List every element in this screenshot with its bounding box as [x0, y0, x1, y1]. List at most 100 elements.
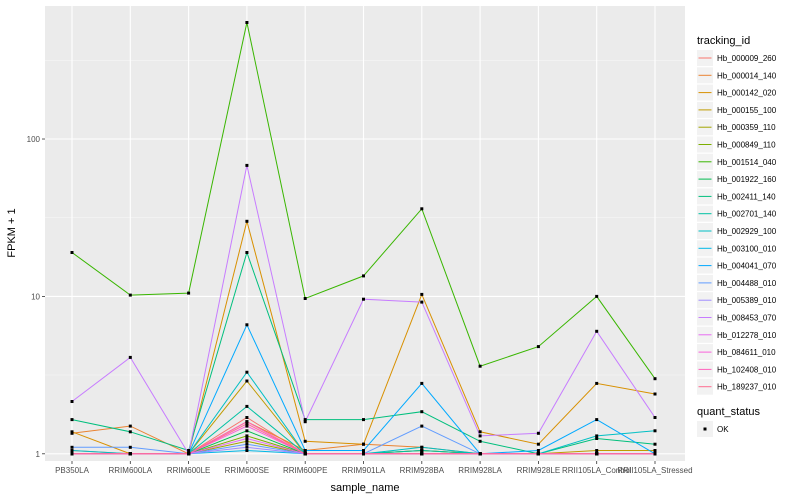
data-point-Hb_002411_140 [187, 449, 191, 452]
data-point-Hb_004041_070 [595, 418, 599, 422]
data-point-Hb_000155_100 [595, 449, 599, 452]
quant-status-marker [703, 427, 707, 431]
data-point-Hb_002411_140 [653, 442, 657, 446]
data-point-Hb_000142_020 [536, 442, 540, 446]
data-point-Hb_001514_040 [478, 364, 482, 368]
data-point-Hb_004041_070 [536, 449, 540, 452]
data-point-Hb_001514_040 [536, 345, 540, 349]
data-point-Hb_001514_040 [362, 274, 365, 278]
grid [45, 6, 685, 461]
data-point-Hb_002411_140 [128, 430, 132, 434]
data-point-Hb_000142_020 [478, 430, 482, 434]
x-tick-label: RRIM600LE [167, 466, 211, 475]
data-point-Hb_189237_010 [420, 452, 424, 456]
data-point-Hb_001514_040 [303, 297, 307, 300]
data-point-Hb_000849_110 [245, 434, 249, 438]
quant-status-label: OK [717, 425, 729, 434]
legend-label-Hb_003100_010: Hb_003100_010 [717, 244, 777, 253]
data-point-Hb_004041_070 [420, 381, 424, 385]
legend-title: tracking_id [697, 35, 750, 47]
data-point-Hb_002701_140 [245, 404, 249, 408]
data-point-Hb_002411_140 [478, 439, 482, 443]
data-point-Hb_008453_070 [536, 431, 540, 435]
data-point-Hb_004488_010 [245, 442, 249, 446]
data-point-Hb_189237_010 [362, 452, 365, 456]
data-point-Hb_000014_140 [128, 424, 132, 428]
legend: tracking_id Hb_000009_260Hb_000014_140Hb… [697, 35, 777, 437]
data-point-Hb_002701_140 [420, 449, 424, 452]
data-point-Hb_001514_040 [128, 293, 132, 297]
data-point-Hb_003100_010 [245, 449, 249, 452]
legend-label-Hb_001922_160: Hb_001922_160 [717, 175, 777, 184]
x-tick-label: RRIM928LE [517, 466, 561, 475]
y-axis: 1 10 100 [27, 135, 45, 459]
x-tick-label: RRIM600PE [283, 466, 327, 475]
data-point-Hb_008453_070 [245, 163, 249, 167]
data-point-Hb_000142_020 [420, 292, 424, 296]
x-tick-label: RRIM901LA [342, 466, 386, 475]
plot-panel [45, 6, 685, 461]
x-axis: PB350LA RRIM600LA RRIM600LE RRIM600SE RRIM60… [55, 461, 693, 475]
data-point-Hb_002929_100 [70, 449, 74, 452]
data-point-Hb_000142_020 [595, 381, 599, 385]
x-tick-label: RRII105LA_Control [562, 466, 632, 475]
legend-label-Hb_000009_260: Hb_000009_260 [717, 54, 777, 63]
data-point-Hb_004488_010 [128, 445, 132, 449]
data-point-Hb_005389_010 [245, 445, 249, 449]
data-point-Hb_002929_100 [420, 445, 424, 449]
data-point-Hb_000359_110 [245, 439, 249, 443]
data-point-Hb_000142_020 [362, 442, 365, 446]
legend-label-Hb_004041_070: Hb_004041_070 [717, 262, 777, 271]
data-point-Hb_002411_140 [420, 410, 424, 414]
data-point-Hb_001514_040 [420, 207, 424, 211]
data-point-Hb_008453_070 [128, 355, 132, 359]
data-point-Hb_189237_010 [536, 452, 540, 456]
data-point-Hb_001514_040 [595, 294, 599, 298]
legend-label-Hb_002411_140: Hb_002411_140 [717, 192, 776, 201]
x-axis-title: sample_name [330, 482, 399, 494]
data-point-Hb_004488_010 [420, 424, 424, 428]
data-point-Hb_002411_140 [70, 418, 74, 422]
data-point-Hb_189237_010 [478, 452, 482, 456]
data-point-Hb_008453_070 [362, 297, 365, 301]
series-points [70, 21, 657, 456]
legend-label-Hb_000142_020: Hb_000142_020 [717, 89, 777, 98]
y-tick-label: 10 [31, 292, 40, 301]
y-tick-label: 1 [36, 450, 41, 459]
data-point-Hb_000142_020 [303, 439, 307, 443]
legend-label-Hb_000155_100: Hb_000155_100 [717, 106, 777, 115]
legend-label-Hb_189237_010: Hb_189237_010 [717, 383, 777, 392]
legend-label-Hb_001514_040: Hb_001514_040 [717, 158, 777, 167]
data-point-Hb_189237_010 [128, 452, 132, 456]
legend-label-Hb_102408_010: Hb_102408_010 [717, 365, 777, 374]
legend-label-Hb_084611_010: Hb_084611_010 [717, 348, 776, 357]
data-point-Hb_000009_260 [245, 416, 249, 419]
data-point-Hb_002411_140 [362, 418, 365, 422]
data-point-Hb_008453_070 [420, 300, 424, 304]
data-point-Hb_001922_160 [245, 429, 249, 433]
data-point-Hb_008453_070 [303, 420, 307, 424]
data-point-Hb_084611_010 [245, 424, 249, 428]
x-tick-label: RRIM600SE [225, 466, 269, 475]
data-point-Hb_004041_070 [245, 323, 249, 327]
data-point-Hb_008453_070 [653, 416, 657, 419]
data-point-Hb_002411_140 [245, 251, 249, 254]
data-point-Hb_189237_010 [187, 452, 191, 456]
legend-label-Hb_000849_110: Hb_000849_110 [717, 141, 776, 150]
x-tick-label: RRIM600LA [109, 466, 153, 475]
data-point-Hb_000155_100 [245, 379, 249, 383]
data-point-Hb_000155_100 [653, 449, 657, 452]
data-point-Hb_189237_010 [595, 452, 599, 456]
data-point-Hb_004041_070 [303, 449, 307, 452]
data-point-Hb_001514_040 [70, 251, 74, 254]
data-point-Hb_000142_020 [70, 430, 74, 434]
data-point-Hb_001514_040 [245, 21, 249, 24]
data-point-Hb_189237_010 [303, 452, 307, 456]
data-point-Hb_001514_040 [653, 377, 657, 381]
data-point-Hb_001514_040 [187, 291, 191, 295]
legend-label-Hb_002929_100: Hb_002929_100 [717, 227, 777, 236]
x-tick-label: PB350LA [55, 466, 89, 475]
data-point-Hb_008453_070 [478, 434, 482, 438]
data-point-Hb_008453_070 [595, 329, 599, 333]
